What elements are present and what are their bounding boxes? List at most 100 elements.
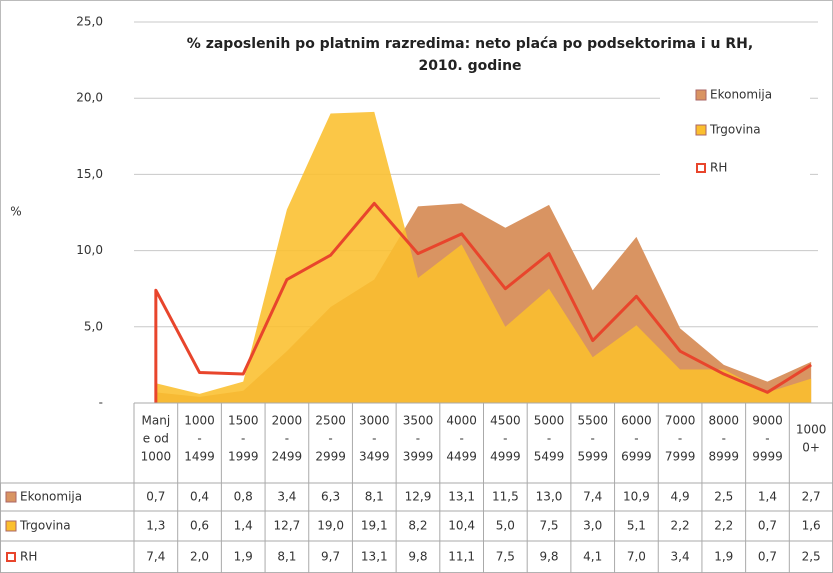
x-tick-label: 1000	[796, 423, 827, 437]
table-cell: 1,4	[758, 490, 777, 504]
x-tick-label: 9000	[752, 414, 783, 428]
table-cell: 8,1	[277, 550, 296, 564]
legend-label: Trgovina	[709, 123, 761, 137]
table-swatch	[5, 520, 17, 532]
x-tick-label: e od	[143, 432, 169, 446]
table-cell: 5,0	[496, 519, 515, 533]
table-cell: 4,1	[583, 550, 602, 564]
table-cell: 19,0	[317, 519, 344, 533]
table-cell: 1,9	[714, 550, 733, 564]
x-tick-label: 5499	[534, 450, 565, 464]
table-cell: 11,5	[492, 490, 519, 504]
legend-swatch	[696, 163, 706, 173]
x-tick-label: 1500	[228, 414, 259, 428]
table-cell: 0,4	[190, 490, 209, 504]
x-tick-label: 7000	[665, 414, 696, 428]
table-cell: 1,4	[234, 519, 253, 533]
x-tick-label: 1000	[184, 414, 215, 428]
x-tick-label: -	[591, 432, 595, 446]
legend-label: Ekonomija	[710, 88, 772, 102]
x-tick-label: 5000	[534, 414, 565, 428]
table-cell: 7,0	[627, 550, 646, 564]
x-tick-label: -	[634, 432, 638, 446]
x-tick-label: 3000	[359, 414, 390, 428]
legend-swatch	[695, 89, 707, 101]
table-cell: 3,4	[671, 550, 690, 564]
x-tick-label: 8999	[709, 450, 740, 464]
table-cell: 12,7	[274, 519, 301, 533]
x-tick-label: 4000	[446, 414, 477, 428]
table-cell: 7,4	[146, 550, 165, 564]
table-cell: 5,1	[627, 519, 646, 533]
x-tick-label: 0+	[802, 441, 820, 455]
table-cell: 2,5	[714, 490, 733, 504]
table-cell: 0,7	[758, 519, 777, 533]
table-cell: 1,6	[802, 519, 821, 533]
table-row-label: Ekonomija	[20, 490, 82, 504]
x-tick-label: 6000	[621, 414, 652, 428]
table-cell: 4,9	[671, 490, 690, 504]
x-tick-label: -	[722, 432, 726, 446]
table-cell: 9,7	[321, 550, 340, 564]
x-tick-label: 2500	[315, 414, 346, 428]
x-tick-label: 5500	[577, 414, 608, 428]
table-row-label: RH	[20, 550, 37, 564]
table-row-label: Trgovina	[19, 519, 71, 533]
x-tick-label: Manj	[142, 414, 171, 428]
chart-title: 2010. godine	[418, 58, 521, 74]
x-tick-label: -	[547, 432, 551, 446]
x-tick-label: 5999	[577, 450, 608, 464]
x-tick-label: 6999	[621, 450, 652, 464]
x-tick-label: -	[241, 432, 245, 446]
table-cell: 13,1	[361, 550, 388, 564]
x-tick-label: -	[328, 432, 332, 446]
table-cell: 2,5	[802, 550, 821, 564]
table-cell: 10,4	[448, 519, 475, 533]
x-tick-label: -	[285, 432, 289, 446]
y-tick-label: -	[99, 396, 103, 410]
x-tick-label: -	[678, 432, 682, 446]
table-cell: 9,8	[408, 550, 427, 564]
x-tick-label: -	[416, 432, 420, 446]
table-cell: 3,4	[277, 490, 296, 504]
table-cell: 10,9	[623, 490, 650, 504]
table-cell: 7,5	[496, 550, 515, 564]
x-tick-label: -	[372, 432, 376, 446]
area	[155, 111, 812, 403]
x-tick-label: 8000	[709, 414, 740, 428]
table-cell: 1,3	[146, 519, 165, 533]
chart-title: % zaposlenih po platnim razredima: neto …	[187, 36, 753, 52]
x-tick-label: -	[459, 432, 463, 446]
table-cell: 11,1	[448, 550, 475, 564]
table-cell: 2,2	[714, 519, 733, 533]
x-tick-label: 4999	[490, 450, 521, 464]
y-tick-label: 20,0	[76, 91, 103, 105]
x-tick-label: -	[765, 432, 769, 446]
y-tick-label: 25,0	[76, 15, 103, 29]
table-cell: 7,5	[539, 519, 558, 533]
x-tick-label: 1999	[228, 450, 259, 464]
y-tick-label: 15,0	[76, 167, 103, 181]
table-cell: 0,7	[758, 550, 777, 564]
table-cell: 6,3	[321, 490, 340, 504]
table-cell: 2,2	[671, 519, 690, 533]
x-tick-label: 2000	[272, 414, 303, 428]
table-cell: 12,9	[405, 490, 432, 504]
legend-label: RH	[710, 161, 727, 175]
table-cell: 19,1	[361, 519, 388, 533]
table-swatch	[5, 491, 17, 503]
x-tick-label: 4500	[490, 414, 521, 428]
x-tick-label: 2499	[272, 450, 303, 464]
x-tick-label: 1499	[184, 450, 215, 464]
y-tick-label: 10,0	[76, 243, 103, 257]
x-tick-label: 1000	[141, 450, 172, 464]
y-tick-label: 5,0	[84, 319, 103, 333]
x-tick-label: -	[197, 432, 201, 446]
table-swatch	[6, 552, 16, 562]
x-tick-label: 3499	[359, 450, 390, 464]
line	[154, 201, 812, 403]
table-cell: 0,8	[234, 490, 253, 504]
x-tick-label: 4499	[446, 450, 477, 464]
